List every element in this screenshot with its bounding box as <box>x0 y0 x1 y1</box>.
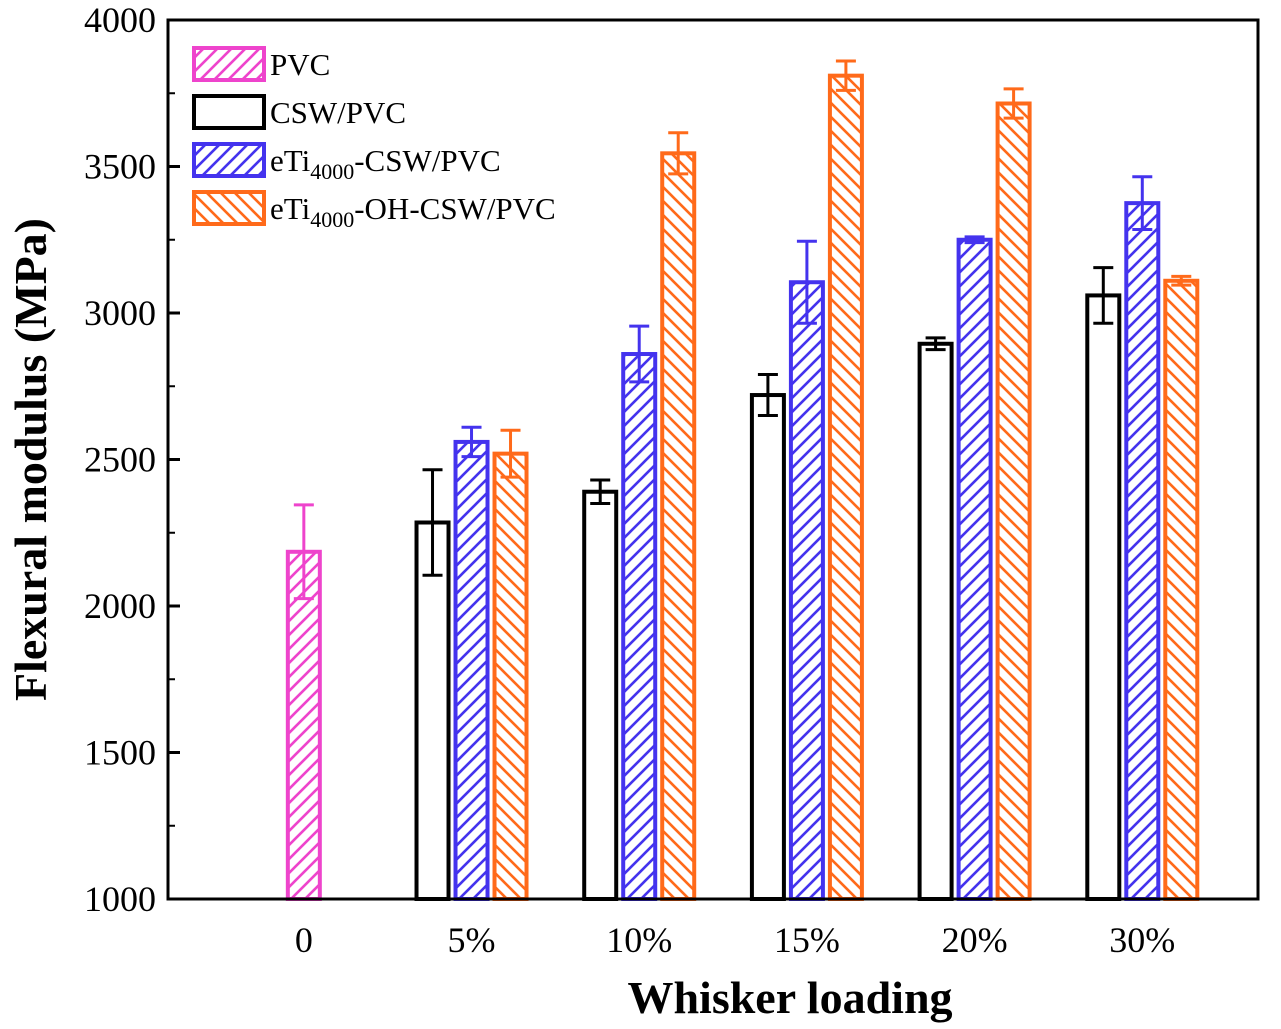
bar-eti4000-csw-pvc-4 <box>956 237 993 901</box>
y-tick-label: 1000 <box>84 879 156 919</box>
bar-eti4000-oh-csw-pvc-3 <box>827 73 864 902</box>
error-bar <box>1171 274 1192 287</box>
bar-eti4000-csw-pvc-5 <box>1124 201 1161 901</box>
bar-csw-pvc-1 <box>414 520 451 901</box>
y-tick-label: 2500 <box>84 440 156 480</box>
x-tick-label: 5% <box>448 920 496 960</box>
legend: PVC CSW/PVC eTi4000-CSW/PVC eTi4000-OH-CSW/… <box>192 46 556 232</box>
legend-item: CSW/PVC <box>192 94 406 130</box>
x-tick-label: 20% <box>942 920 1008 960</box>
x-axis-title: Whisker loading <box>627 972 952 1023</box>
error-bar <box>629 324 650 384</box>
bar-eti4000-oh-csw-pvc-4 <box>995 101 1032 901</box>
y-tick-label: 3000 <box>84 293 156 333</box>
legend-label: CSW/PVC <box>270 95 406 130</box>
bar-eti4000-oh-csw-pvc-5 <box>1163 278 1200 901</box>
plot-frame <box>166 18 1260 901</box>
bar-pvc-0 <box>285 549 322 901</box>
y-tick-label: 2000 <box>84 586 156 626</box>
x-tick-label: 15% <box>774 920 840 960</box>
legend-item: PVC <box>192 46 330 82</box>
y-tick-label: 4000 <box>84 0 156 40</box>
bar-eti4000-oh-csw-pvc-2 <box>660 151 697 901</box>
error-bar <box>422 468 443 577</box>
error-bars <box>293 59 1192 601</box>
x-tick-label: 30% <box>1109 920 1175 960</box>
error-bar <box>1003 87 1024 120</box>
error-bar <box>461 425 482 459</box>
legend-item: eTi4000-CSW/PVC <box>192 142 501 184</box>
bar-eti4000-csw-pvc-1 <box>453 439 490 901</box>
error-bar <box>668 131 689 176</box>
x-axis-ticks: 0 5% 10% 15% 20% 30% <box>295 889 1175 960</box>
bar-csw-pvc-5 <box>1085 293 1122 902</box>
legend-label: eTi4000-CSW/PVC <box>270 143 501 184</box>
x-tick-label: 0 <box>295 920 313 960</box>
y-tick-label: 3500 <box>84 147 156 187</box>
legend-swatch <box>192 46 266 82</box>
x-tick-label: 10% <box>606 920 672 960</box>
error-bar <box>590 478 611 505</box>
legend-item: eTi4000-OH-CSW/PVC <box>192 190 556 232</box>
bar-csw-pvc-3 <box>749 393 786 901</box>
bar-csw-pvc-4 <box>917 341 954 901</box>
error-bar <box>500 428 521 479</box>
error-bar <box>1132 175 1153 231</box>
legend-swatch <box>192 142 266 178</box>
bar-eti4000-oh-csw-pvc-1 <box>492 451 529 901</box>
legend-swatch <box>192 190 266 226</box>
error-bar <box>925 336 946 352</box>
y-tick-label: 1500 <box>84 733 156 773</box>
y-axis-title: Flexural modulus (MPa) <box>5 218 56 701</box>
legend-label: PVC <box>270 47 330 82</box>
legend-label: eTi4000-OH-CSW/PVC <box>270 191 556 232</box>
error-bar <box>835 59 856 92</box>
legend-swatch <box>192 94 266 130</box>
bar-csw-pvc-2 <box>582 489 619 901</box>
bar-eti4000-csw-pvc-2 <box>621 352 658 901</box>
bar-eti4000-csw-pvc-3 <box>788 280 825 901</box>
error-bar <box>964 235 985 245</box>
error-bar <box>757 373 778 418</box>
error-bar <box>1093 266 1114 325</box>
error-bar <box>293 503 314 601</box>
error-bar <box>796 239 817 325</box>
y-axis-ticks: 1000 1500 2000 2500 3000 3500 4000 <box>84 0 180 919</box>
